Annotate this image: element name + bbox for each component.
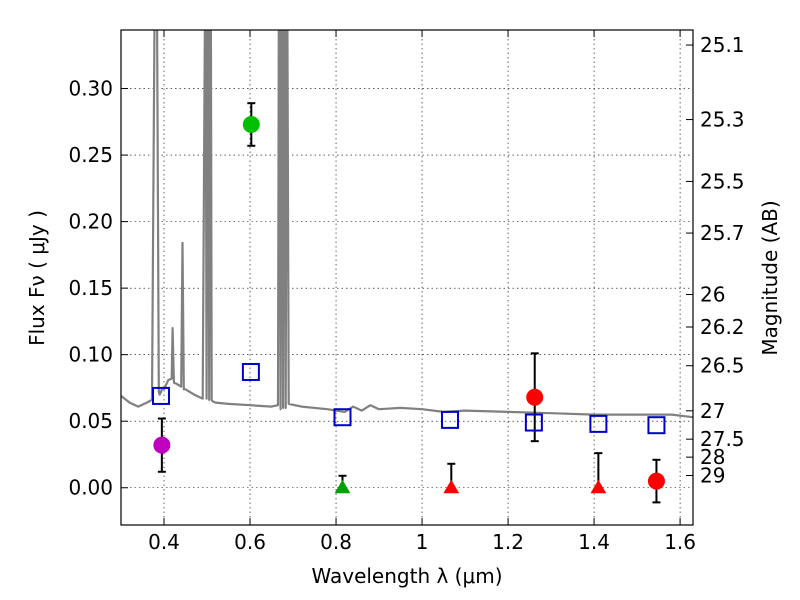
plot-area bbox=[121, 30, 693, 504]
magnitude-axis-label: Magnitude (AB) bbox=[758, 200, 782, 355]
axis-ticks: 0.4 0.6 0.8 1 1.2 1.4 1.6 0.00 0.05 0.10 0.15 0.20 0… bbox=[68, 30, 745, 554]
magnitude-tick-label: 26.5 bbox=[700, 354, 745, 378]
magnitude-tick-label: 27 bbox=[700, 399, 725, 423]
y-tick-label: 0.00 bbox=[68, 476, 113, 500]
x-tick-label: 1.6 bbox=[664, 530, 696, 554]
model-photometry-square bbox=[647, 416, 666, 435]
y-tick-label: 0.05 bbox=[68, 409, 113, 433]
upper-limit-marker bbox=[590, 479, 607, 494]
y-tick-label: 0.20 bbox=[68, 210, 113, 234]
model-photometry-square bbox=[333, 408, 352, 427]
upper-limit-marker bbox=[334, 479, 351, 494]
model-photometry-square bbox=[151, 386, 170, 405]
x-axis-label: Wavelength λ (μm) bbox=[311, 564, 502, 588]
y-tick-label: 0.25 bbox=[68, 143, 113, 167]
plot-frame bbox=[120, 29, 694, 526]
grid-lines bbox=[121, 30, 693, 525]
data-point bbox=[153, 436, 171, 454]
x-tick-label: 1.4 bbox=[578, 530, 610, 554]
x-tick-label: 0.4 bbox=[148, 530, 180, 554]
model-photometry-square bbox=[589, 414, 608, 433]
y-axis-label: Flux Fν ( μJy ) bbox=[25, 210, 49, 346]
magnitude-tick-label: 26.2 bbox=[700, 315, 745, 339]
y-tick-label: 0.10 bbox=[68, 343, 113, 367]
x-tick-label: 0.8 bbox=[320, 530, 352, 554]
data-point bbox=[526, 388, 544, 406]
y-tick-label: 0.15 bbox=[68, 276, 113, 300]
model-photometry-square bbox=[441, 410, 460, 429]
magnitude-tick-label: 29 bbox=[700, 464, 725, 488]
magnitude-tick-label: 25.1 bbox=[700, 33, 745, 57]
model-photometry-square bbox=[524, 413, 543, 432]
magnitude-tick-label: 25.7 bbox=[700, 221, 745, 245]
x-tick-label: 1 bbox=[416, 530, 429, 554]
x-tick-label: 0.6 bbox=[234, 530, 266, 554]
x-tick-label: 1.2 bbox=[492, 530, 524, 554]
data-point bbox=[242, 115, 260, 133]
y-tick-label: 0.30 bbox=[68, 77, 113, 101]
magnitude-tick-label: 27.5 bbox=[700, 427, 745, 451]
model-photometry-square bbox=[241, 362, 260, 381]
upper-limit-marker bbox=[443, 479, 460, 494]
magnitude-tick-label: 25.5 bbox=[700, 169, 745, 193]
model-spectrum-line bbox=[121, 30, 693, 419]
magnitude-tick-label: 26 bbox=[700, 283, 725, 307]
data-point bbox=[647, 472, 665, 490]
magnitude-tick-label: 28 bbox=[700, 445, 725, 469]
magnitude-tick-label: 25.3 bbox=[700, 108, 745, 132]
